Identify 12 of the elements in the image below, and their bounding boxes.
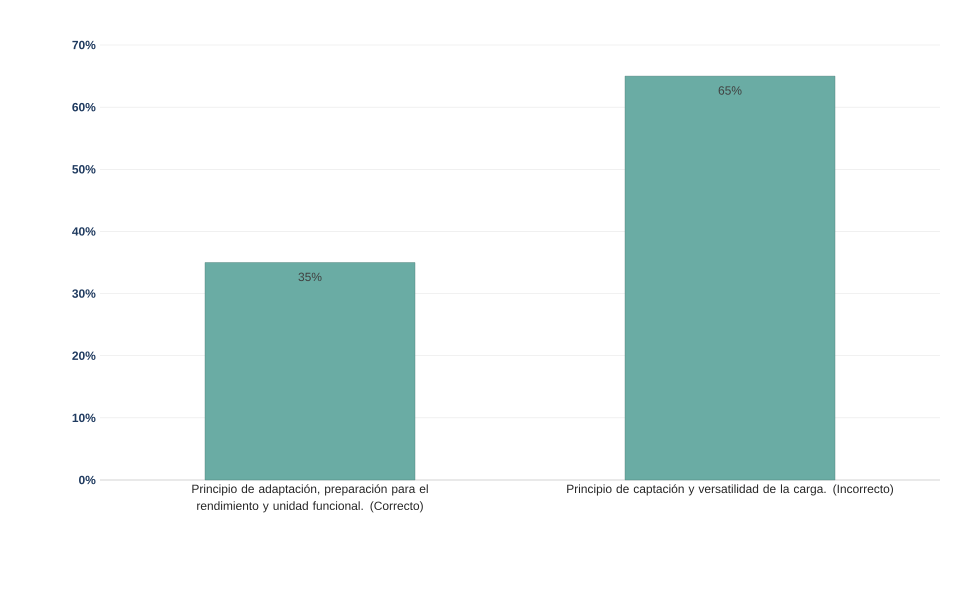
y-tick-label: 10% — [72, 414, 96, 422]
y-tick-label: 60% — [72, 102, 96, 112]
y-tick-label: 40% — [72, 227, 96, 236]
x-tick-label: Principio de adaptación, preparación para el rendimiento y unidad funcional. (Correcto) — [192, 484, 428, 512]
y-tick-label: 30% — [72, 289, 96, 298]
y-tick-label: 20% — [72, 351, 96, 360]
y-tick-label: 0% — [79, 476, 96, 484]
y-tick-label: 70% — [72, 40, 96, 50]
y-tick-label: 50% — [72, 165, 96, 174]
data-label: 65% — [718, 86, 742, 95]
x-tick-label: Principio de captación y versatilidad de la carga. (Incorrecto) — [567, 484, 893, 496]
data-label: 35% — [298, 272, 322, 282]
